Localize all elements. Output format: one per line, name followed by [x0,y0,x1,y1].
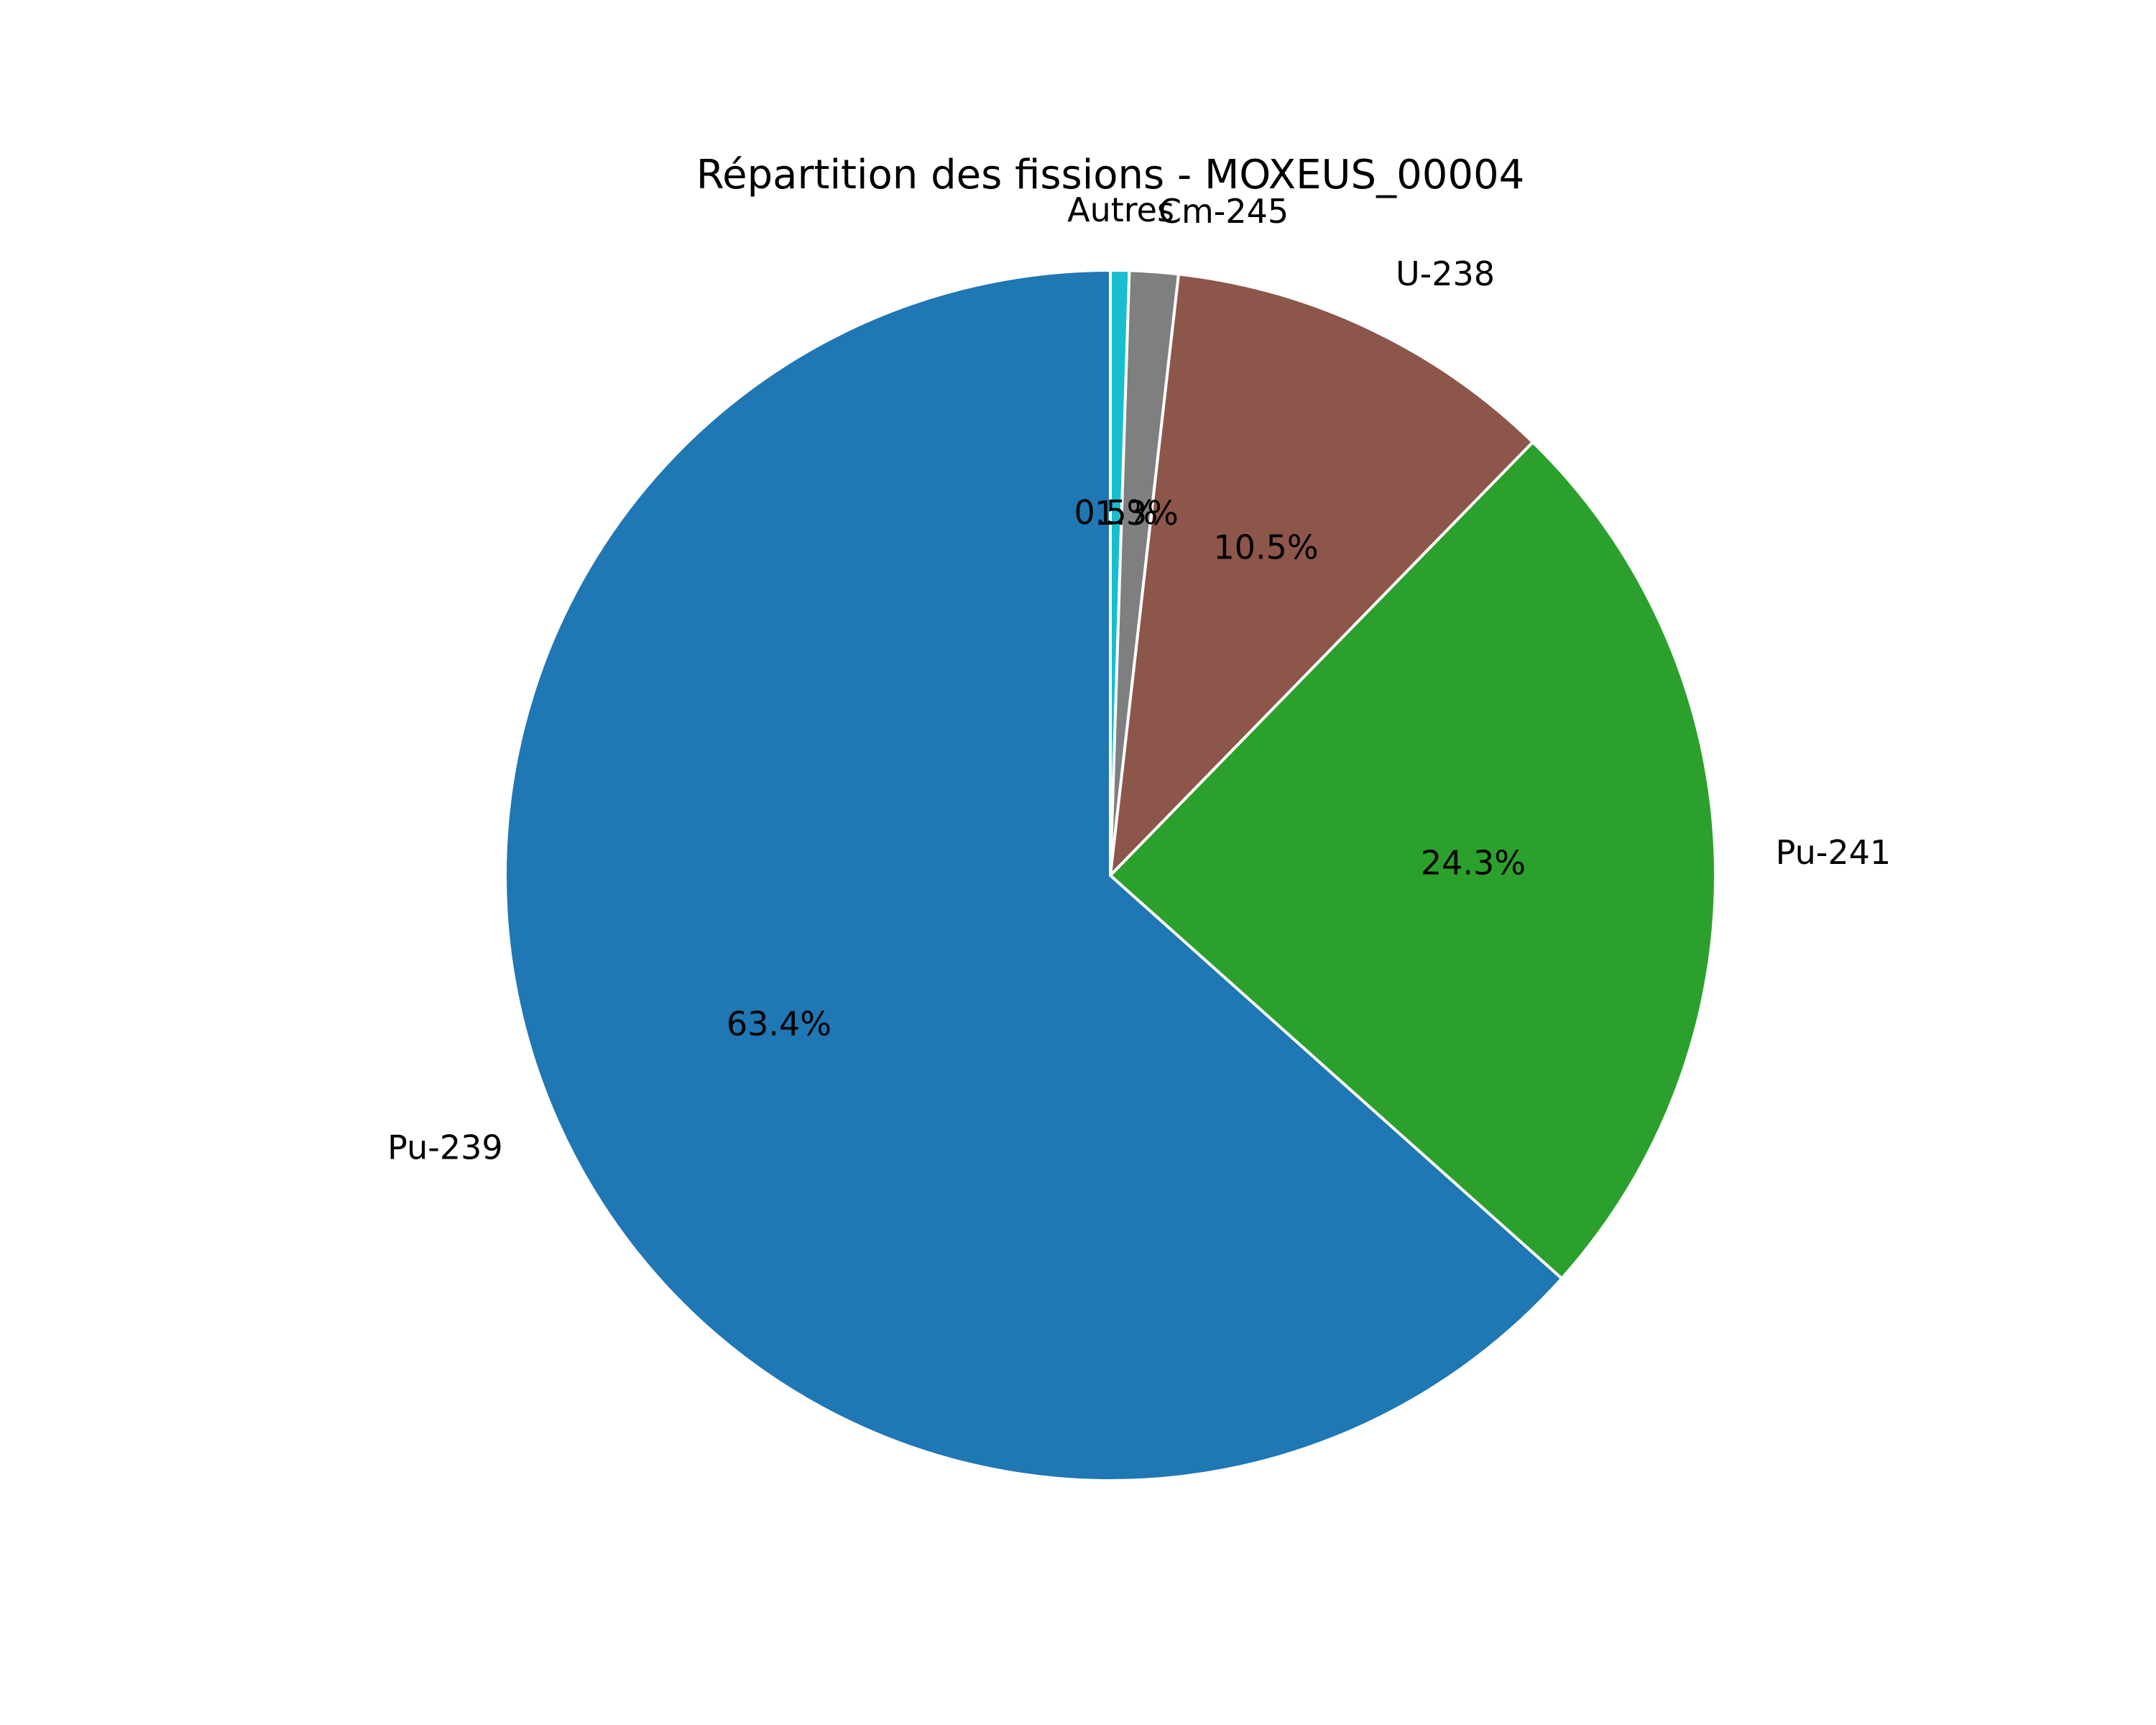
pct-label-cm-245: 1.3% [1095,494,1179,533]
slice-label-pu-239: Pu-239 [387,1128,502,1167]
slice-label-cm-245: Cm-245 [1158,192,1289,231]
pct-label-u-238: 10.5% [1213,528,1318,567]
pct-label-pu-241: 24.3% [1421,844,1526,883]
slice-label-pu-241: Pu-241 [1776,833,1891,872]
pie-slice-pu-241 [1108,440,1717,1281]
pie-labels: Autres 0.5% Cm-245 1.3% U-238 10.5% Pu-241 24.3… [387,190,1891,1167]
slice-label-u-238: U-238 [1396,254,1495,293]
slice-label-autres: Autres [1067,190,1174,229]
pie-slices [504,268,1717,1482]
pie-slice-pu-239 [504,268,1564,1482]
chart-title: Répartition des fissions - MOXEUS_00004 [696,152,1524,198]
pct-label-autres: 0.5% [1074,493,1158,532]
pie-slice-u-238 [1108,272,1535,880]
pct-label-pu-239: 63.4% [727,1004,831,1043]
